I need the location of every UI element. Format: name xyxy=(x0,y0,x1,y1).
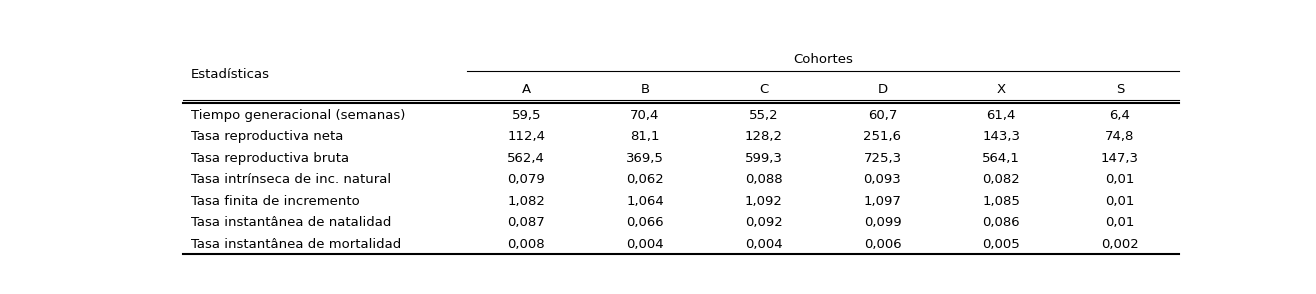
Text: 60,7: 60,7 xyxy=(867,108,898,122)
Text: 0,086: 0,086 xyxy=(982,216,1020,229)
Text: Tasa finita de incremento: Tasa finita de incremento xyxy=(191,195,359,208)
Text: 74,8: 74,8 xyxy=(1105,130,1134,143)
Text: Tiempo generacional (semanas): Tiempo generacional (semanas) xyxy=(191,108,405,122)
Text: A: A xyxy=(521,83,530,96)
Text: 6,4: 6,4 xyxy=(1109,108,1130,122)
Text: 1,085: 1,085 xyxy=(982,195,1020,208)
Text: 0,088: 0,088 xyxy=(745,173,783,186)
Text: Tasa intrínseca de inc. natural: Tasa intrínseca de inc. natural xyxy=(191,173,391,186)
Text: 0,079: 0,079 xyxy=(508,173,545,186)
Text: 562,4: 562,4 xyxy=(507,152,545,165)
Text: 0,01: 0,01 xyxy=(1105,173,1134,186)
Text: 81,1: 81,1 xyxy=(630,130,659,143)
Text: Tasa reproductiva neta: Tasa reproductiva neta xyxy=(191,130,343,143)
Text: 1,097: 1,097 xyxy=(863,195,901,208)
Text: 0,093: 0,093 xyxy=(863,173,901,186)
Text: 0,062: 0,062 xyxy=(626,173,663,186)
Text: 0,006: 0,006 xyxy=(863,238,901,250)
Text: 0,005: 0,005 xyxy=(982,238,1020,250)
Text: 564,1: 564,1 xyxy=(982,152,1020,165)
Text: 59,5: 59,5 xyxy=(512,108,541,122)
Text: 1,064: 1,064 xyxy=(626,195,663,208)
Text: Tasa reproductiva bruta: Tasa reproductiva bruta xyxy=(191,152,349,165)
Text: 70,4: 70,4 xyxy=(630,108,659,122)
Text: 128,2: 128,2 xyxy=(745,130,783,143)
Text: X: X xyxy=(996,83,1005,96)
Text: 0,066: 0,066 xyxy=(626,216,663,229)
Text: 0,004: 0,004 xyxy=(745,238,783,250)
Text: 0,099: 0,099 xyxy=(863,216,901,229)
Text: 0,082: 0,082 xyxy=(982,173,1020,186)
Text: 55,2: 55,2 xyxy=(749,108,779,122)
Text: 112,4: 112,4 xyxy=(507,130,545,143)
Text: 0,002: 0,002 xyxy=(1101,238,1138,250)
Text: 0,01: 0,01 xyxy=(1105,216,1134,229)
Text: 599,3: 599,3 xyxy=(745,152,783,165)
Text: 251,6: 251,6 xyxy=(863,130,901,143)
Text: 0,008: 0,008 xyxy=(508,238,545,250)
Text: 147,3: 147,3 xyxy=(1101,152,1138,165)
Text: D: D xyxy=(878,83,887,96)
Text: 61,4: 61,4 xyxy=(987,108,1016,122)
Text: B: B xyxy=(641,83,650,96)
Text: 1,092: 1,092 xyxy=(745,195,783,208)
Text: Tasa instantânea de natalidad: Tasa instantânea de natalidad xyxy=(191,216,391,229)
Text: Cohortes: Cohortes xyxy=(794,53,853,66)
Text: 1,082: 1,082 xyxy=(507,195,545,208)
Text: Estadísticas: Estadísticas xyxy=(191,68,270,81)
Text: 0,092: 0,092 xyxy=(745,216,783,229)
Text: C: C xyxy=(759,83,769,96)
Text: 143,3: 143,3 xyxy=(982,130,1020,143)
Text: 725,3: 725,3 xyxy=(863,152,901,165)
Text: 0,004: 0,004 xyxy=(626,238,663,250)
Text: 369,5: 369,5 xyxy=(626,152,663,165)
Text: S: S xyxy=(1116,83,1124,96)
Text: Tasa instantânea de mortalidad: Tasa instantânea de mortalidad xyxy=(191,238,401,250)
Text: 0,087: 0,087 xyxy=(508,216,545,229)
Text: 0,01: 0,01 xyxy=(1105,195,1134,208)
